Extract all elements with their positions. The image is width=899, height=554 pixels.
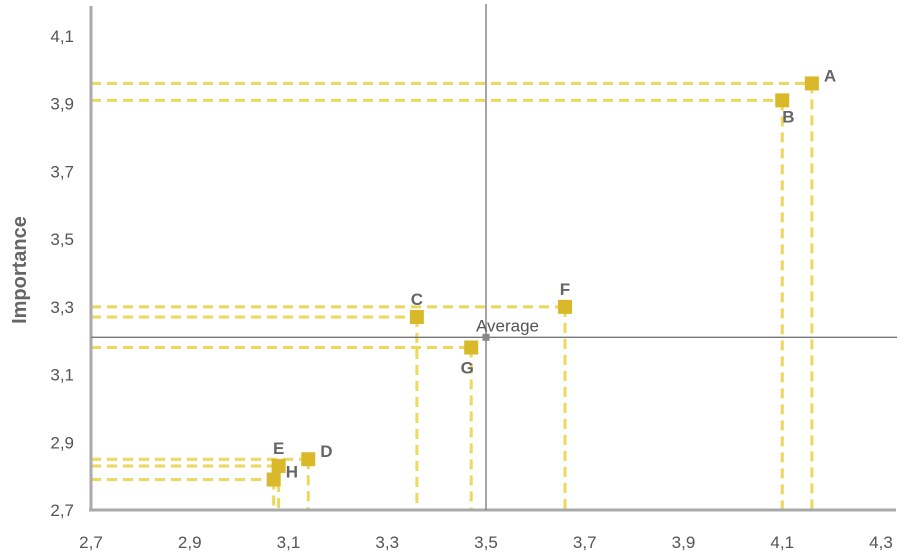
x-tick-label: 4,3 bbox=[869, 533, 893, 552]
y-tick-label: 3,3 bbox=[50, 298, 74, 317]
data-point-label-H: H bbox=[286, 463, 298, 482]
x-tick-label: 4,1 bbox=[770, 533, 794, 552]
data-point-label-A: A bbox=[824, 66, 836, 85]
guide-lines bbox=[91, 81, 814, 510]
y-tick-label: 2,9 bbox=[50, 433, 74, 452]
x-tick-label: 3,7 bbox=[573, 533, 597, 552]
y-tick-label: 3,7 bbox=[50, 162, 74, 181]
y-tick-label: 3,5 bbox=[50, 230, 74, 249]
data-point-label-D: D bbox=[320, 442, 332, 461]
x-tick-label: 2,9 bbox=[178, 533, 202, 552]
y-tick-label: 4,1 bbox=[50, 27, 74, 46]
data-point-label-B: B bbox=[782, 107, 794, 126]
data-point-H bbox=[266, 472, 281, 487]
data-point-label-E: E bbox=[273, 439, 284, 458]
axes: Average bbox=[89, 4, 897, 512]
data-point-label-F: F bbox=[560, 280, 570, 299]
y-axis-label: Importance bbox=[9, 216, 31, 324]
data-points: A B C D E F G H bbox=[266, 66, 836, 487]
tick-labels: 2,7 2,9 3,1 3,3 3,5 3,7 3,9 4,1 4,3 2,7 2,9 3,1 3,3 3… bbox=[50, 27, 892, 552]
data-point-F bbox=[558, 299, 572, 314]
y-tick-label: 3,1 bbox=[50, 366, 74, 385]
y-tick-label: 2,7 bbox=[50, 501, 74, 520]
y-tick-label: 3,9 bbox=[50, 95, 74, 114]
data-point-G bbox=[464, 340, 479, 355]
average-label: Average bbox=[476, 316, 539, 335]
x-tick-label: 2,7 bbox=[79, 533, 103, 552]
data-point-D bbox=[301, 452, 316, 467]
data-point-label-G: G bbox=[461, 358, 474, 377]
x-tick-label: 3,9 bbox=[672, 533, 696, 552]
data-point-E bbox=[271, 458, 286, 473]
data-point-label-C: C bbox=[411, 290, 423, 309]
average-marker bbox=[482, 333, 490, 341]
x-tick-label: 3,3 bbox=[375, 533, 399, 552]
data-point-A bbox=[804, 76, 819, 91]
data-point-B bbox=[775, 93, 790, 108]
x-tick-label: 3,1 bbox=[277, 533, 301, 552]
data-point-C bbox=[409, 310, 424, 325]
x-tick-label: 3,5 bbox=[474, 533, 498, 552]
